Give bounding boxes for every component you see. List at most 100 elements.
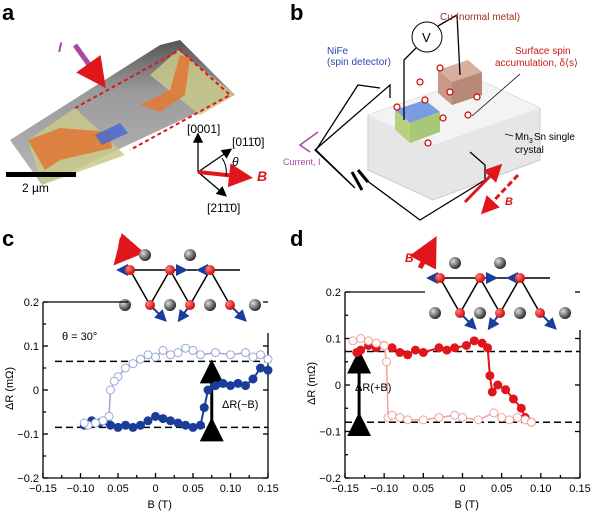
data-point-open: [98, 416, 108, 426]
atom-mn: [515, 273, 525, 283]
axis-01-10-label: [011̄0]: [232, 135, 264, 149]
data-point-open: [121, 363, 130, 373]
current-label: Current, I: [283, 157, 321, 167]
data-point-filled: [199, 403, 209, 413]
atom-mn: [145, 300, 155, 310]
crystal-outline: [74, 48, 232, 151]
data-point-filled: [136, 420, 145, 430]
x-tick-label: 0.05: [107, 483, 128, 495]
data-point-open: [158, 345, 168, 355]
data-point-filled: [442, 345, 452, 355]
kagome-lattice: [426, 257, 571, 331]
data-point-open: [458, 413, 467, 423]
data-point-open: [489, 408, 499, 418]
y-tick-label: 0.2: [24, 297, 39, 309]
x-tick-label: 0.10: [530, 483, 551, 495]
x-tick-label: 0.15: [257, 483, 278, 495]
data-point-filled: [121, 420, 130, 430]
field-label: B: [405, 251, 414, 265]
x-axis-label: B (T): [148, 499, 172, 511]
y-tick-label: 0.2: [326, 287, 341, 299]
y-tick-label: 0.1: [326, 334, 341, 346]
delta-r-label: ΔR(−B): [222, 399, 258, 411]
atom-mn: [495, 308, 505, 318]
atom-mn: [455, 308, 465, 318]
atom-sn: [139, 249, 151, 261]
electrode-right: [150, 50, 235, 115]
cu-label: Cu (normal metal): [440, 12, 520, 23]
cu-strip-left: [28, 128, 112, 170]
field-arrow: [409, 236, 437, 270]
atom-sn: [164, 299, 176, 311]
atom-sn: [514, 307, 526, 319]
atom-mn: [535, 308, 545, 318]
crystal-label-line1: Mn3Sn single: [515, 132, 575, 145]
y-tick-label: −0.2: [319, 473, 341, 485]
field-label: B: [257, 168, 267, 184]
data-point-filled: [166, 416, 175, 426]
data-point-open: [379, 340, 389, 350]
theta-label: θ: [232, 155, 239, 169]
data-point-filled: [188, 422, 198, 432]
nife-label-line1: NiFe: [327, 46, 349, 57]
x-axis-label: B (T): [455, 499, 479, 511]
field-arrow: [113, 233, 145, 266]
panel-a: a I 2 µm [0001] [011̄0] [21̄1̄0] θ B: [2, 0, 267, 215]
data-point-open: [434, 413, 444, 423]
data-point-open: [256, 350, 265, 360]
atom-sn: [494, 257, 506, 269]
y-tick-label: 0.1: [24, 341, 39, 353]
field-arrow-positive: [463, 163, 503, 204]
atom-sn: [449, 257, 461, 269]
data-point-open: [166, 350, 175, 360]
data-point-filled: [181, 420, 190, 430]
data-point-open: [79, 418, 89, 428]
x-tick-label: 0.05: [491, 483, 512, 495]
data-point-open: [143, 350, 153, 360]
axis-2-1-10-label: [21̄1̄0]: [207, 201, 240, 215]
panel-label: d: [290, 226, 303, 251]
atom-sn: [474, 307, 486, 319]
theta-note: θ = 30°: [62, 331, 97, 343]
data-point-open: [226, 350, 235, 360]
data-point-open: [450, 410, 460, 420]
data-point-filled: [203, 385, 213, 395]
data-point-open: [151, 352, 160, 362]
y-axis-label: ΔR (mΩ): [306, 362, 318, 405]
nife-detector: [395, 100, 440, 123]
atom-mn: [435, 273, 445, 283]
y-tick-label: 0: [33, 385, 39, 397]
data-point-filled: [450, 343, 460, 353]
data-point-open: [382, 357, 392, 367]
data-point-filled: [508, 394, 518, 404]
data-point-filled: [485, 371, 495, 381]
spin-markers: [393, 64, 481, 147]
voltmeter: [411, 21, 443, 53]
data-point-filled: [501, 385, 511, 395]
data-point-open: [395, 413, 405, 423]
x-tick-label: 0: [152, 483, 158, 495]
data-point-filled: [493, 380, 503, 390]
data-point-open: [403, 415, 413, 425]
crystal-label-line2: crystal: [515, 145, 544, 156]
data-point-filled: [487, 387, 497, 397]
data-point-open: [371, 338, 381, 348]
data-point-filled: [469, 336, 479, 346]
atom-sn: [249, 299, 261, 311]
data-point-filled: [113, 422, 123, 432]
atom-sn: [119, 299, 131, 311]
data-point-open: [387, 410, 397, 420]
panel-label: a: [2, 0, 15, 25]
field-label: B: [118, 235, 127, 249]
atom-mn: [225, 300, 235, 310]
data-point-open: [181, 343, 190, 353]
data-point-filled: [411, 345, 420, 355]
panel-b: b V Current, I Cu (normal metal) NiFe (s…: [283, 0, 578, 221]
data-point-filled: [352, 347, 362, 357]
panel-d: d B −0.15 −0.10 0.05 0 0.05 0.10 0.150.20.10−0…: [290, 226, 591, 511]
data-point-filled: [403, 350, 413, 360]
data-point-open: [241, 348, 250, 358]
data-point-open: [109, 376, 119, 386]
x-tick-label: 0: [459, 483, 465, 495]
